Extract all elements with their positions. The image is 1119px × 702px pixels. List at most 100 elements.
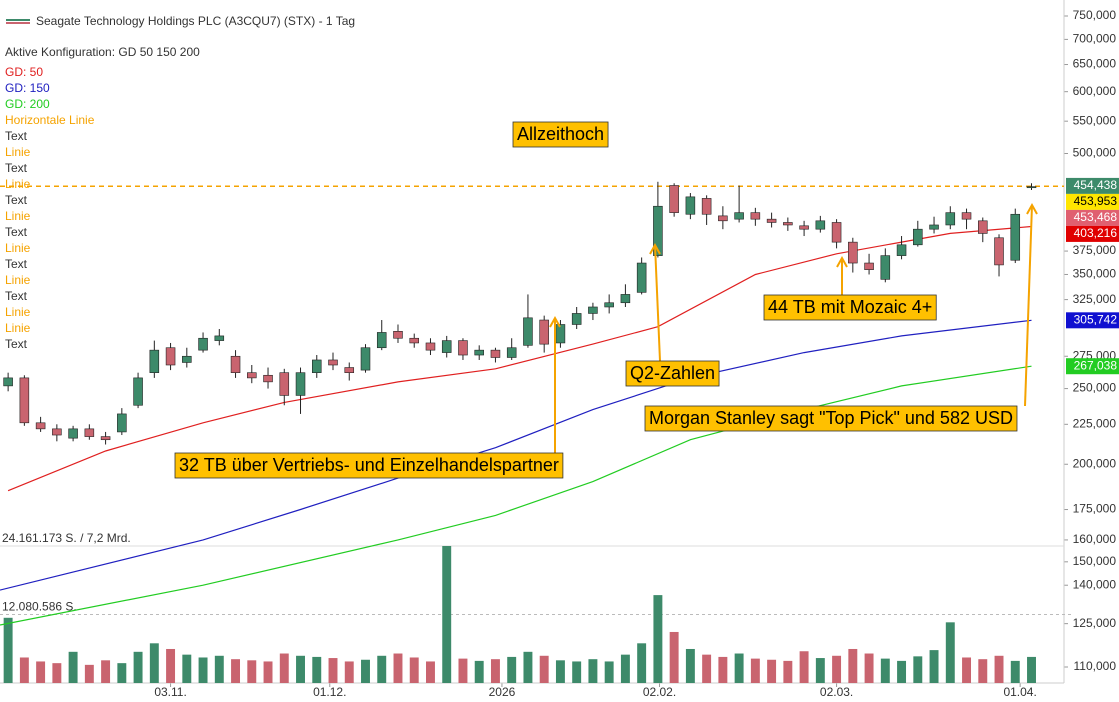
y-tick-label: 150,000 xyxy=(1073,554,1117,568)
subtitle: Aktive Konfiguration: GD 50 150 200 xyxy=(5,45,200,59)
y-tick-label: 375,000 xyxy=(1073,243,1117,257)
volume-bar xyxy=(750,658,760,683)
annotations: Allzeithoch Q2-Zahlen 44 TB mit Mozaic 4+ M… xyxy=(174,121,1038,479)
volume-bar xyxy=(718,656,728,683)
legend-entry: Linie xyxy=(5,145,31,159)
candle-body xyxy=(588,306,598,314)
volume-bar xyxy=(279,653,289,683)
legend-entry: GD: 50 xyxy=(5,65,43,79)
volume-bar xyxy=(588,659,598,683)
volume-bar xyxy=(555,660,565,683)
candle-body xyxy=(409,337,419,344)
y-tick-label: 325,000 xyxy=(1073,292,1117,306)
candle-body xyxy=(247,372,257,379)
legend-entry: Linie xyxy=(5,273,31,287)
candle-body xyxy=(555,324,566,344)
candle-body xyxy=(328,359,338,366)
volume-bar xyxy=(442,546,452,683)
candle-body xyxy=(35,422,46,430)
candle-body xyxy=(945,212,956,226)
price-badge-label: 453,953 xyxy=(1074,194,1118,208)
candle-body xyxy=(295,372,306,396)
volume-bar xyxy=(214,655,224,683)
annotation-box xyxy=(512,121,609,148)
volume-bar xyxy=(166,648,176,683)
volume-bar xyxy=(52,663,62,683)
annotation: 44 TB mit Mozaic 4+ xyxy=(768,297,932,317)
y-tick-label: 140,000 xyxy=(1073,577,1117,591)
y-tick-label: 650,000 xyxy=(1073,57,1117,71)
y-tick-label: 160,000 xyxy=(1073,532,1117,546)
candle-body xyxy=(425,342,436,351)
candle-body xyxy=(734,212,744,220)
annotation: 32 TB über Vertriebs- und Einzelhandelsp… xyxy=(179,455,559,475)
annotation-arrow xyxy=(654,244,661,362)
legend-entry: Text xyxy=(5,129,28,143)
price-badge xyxy=(1066,177,1119,194)
y-tick-label: 700,000 xyxy=(1073,32,1117,46)
annotation-arrow xyxy=(1024,204,1033,407)
candle-body xyxy=(214,335,225,341)
volume-bar xyxy=(864,653,874,683)
candle-body xyxy=(961,212,972,220)
price-badge-label: 454,438 xyxy=(1074,178,1118,192)
volume-bar xyxy=(247,660,257,683)
legend-entry: GD: 150 xyxy=(5,81,50,95)
x-tick-label: 01.04. xyxy=(1003,685,1036,699)
volume-bar xyxy=(474,660,484,683)
volume-bar xyxy=(994,655,1004,683)
legend-entry: GD: 200 xyxy=(5,97,50,111)
volume-bar xyxy=(848,648,858,683)
candle-body xyxy=(230,355,241,373)
candle-body xyxy=(376,332,387,349)
volume-bar xyxy=(653,595,663,683)
candle-body xyxy=(506,347,517,358)
candle-body xyxy=(19,377,30,424)
candle-body xyxy=(929,224,939,230)
volume-bar xyxy=(685,648,695,683)
x-tick-label: 2026 xyxy=(489,685,516,699)
candle-body xyxy=(896,244,907,256)
candle-body xyxy=(636,262,647,293)
candle-body xyxy=(198,337,208,351)
volume-bar xyxy=(133,651,143,683)
arrow-head xyxy=(1026,202,1038,215)
candle-body xyxy=(669,185,679,213)
candle-body xyxy=(831,222,842,243)
y-tick-label: 500,000 xyxy=(1073,146,1117,160)
price-badge xyxy=(1066,209,1119,226)
candle-body xyxy=(311,359,322,373)
legend-entry: Linie xyxy=(5,209,31,223)
price-badge xyxy=(1066,312,1119,329)
legend-entry: Text xyxy=(5,193,28,207)
y-tick-label: 125,000 xyxy=(1073,616,1117,630)
y-tick-label: 225,000 xyxy=(1073,416,1117,430)
annotation-box xyxy=(644,405,1018,432)
volume-bar xyxy=(637,643,647,683)
x-tick-label: 02.03. xyxy=(820,685,853,699)
candle-body xyxy=(68,428,78,439)
arrow-head xyxy=(836,255,848,268)
volume-max-label: 24.161.173 S. / 7,2 Mrd. xyxy=(2,531,131,545)
legend-entry: Linie xyxy=(5,305,31,319)
candle-body xyxy=(685,196,696,215)
volume-bar xyxy=(767,659,777,683)
y-tick-label: 175,000 xyxy=(1073,502,1117,516)
volume-bar xyxy=(1010,660,1020,683)
volume-bar xyxy=(198,657,208,683)
volume-bar xyxy=(344,661,354,683)
annotation-box xyxy=(174,452,564,479)
candle-body xyxy=(84,428,95,437)
volume-bar xyxy=(149,643,159,683)
candle-body xyxy=(864,262,874,270)
legend-entry: Linie xyxy=(5,321,31,335)
volume-bar xyxy=(523,651,533,683)
x-tick-label: 02.02. xyxy=(643,685,676,699)
candle-body xyxy=(100,436,111,441)
volume-bar xyxy=(19,657,29,683)
volume-bar xyxy=(36,661,46,683)
candle-body xyxy=(701,198,712,215)
candle-body xyxy=(1010,213,1021,261)
candle-body xyxy=(149,349,160,373)
